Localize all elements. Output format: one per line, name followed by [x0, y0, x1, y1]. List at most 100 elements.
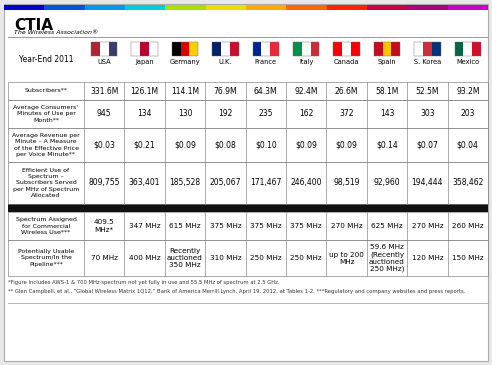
Bar [91, 42, 100, 56]
Text: The Wireless Association®: The Wireless Association® [14, 30, 98, 35]
Bar [212, 42, 221, 56]
Text: CTIA: CTIA [14, 18, 53, 33]
Bar [131, 42, 140, 56]
Bar [8, 162, 488, 204]
Text: U.K.: U.K. [219, 59, 232, 65]
Text: $0.03: $0.03 [93, 141, 115, 150]
Text: 260 MHz: 260 MHz [452, 223, 484, 229]
Bar [149, 42, 158, 56]
Text: $0.08: $0.08 [215, 141, 236, 150]
Bar [383, 42, 391, 56]
Bar [85, 5, 125, 10]
Bar [414, 42, 423, 56]
Text: 363,401: 363,401 [129, 178, 160, 188]
Bar [8, 240, 488, 276]
Text: Canada: Canada [334, 59, 359, 65]
Text: 235: 235 [259, 110, 273, 119]
Text: Mexico: Mexico [456, 59, 479, 65]
Text: 625 MHz: 625 MHz [371, 223, 403, 229]
Text: ** Glen Campbell, et al., “Global Wireless Matrix 1Q12,” Bank of America Merrill: ** Glen Campbell, et al., “Global Wirele… [8, 289, 465, 294]
Text: 203: 203 [461, 110, 475, 119]
Text: Recently
auctioned
350 MHz: Recently auctioned 350 MHz [167, 248, 203, 268]
Bar [432, 42, 440, 56]
Bar [423, 42, 432, 56]
Bar [212, 42, 239, 56]
Bar [100, 42, 109, 56]
Text: 310 MHz: 310 MHz [210, 255, 241, 261]
Text: 64.3M: 64.3M [254, 87, 277, 96]
Text: 92,960: 92,960 [374, 178, 400, 188]
Text: $0.21: $0.21 [134, 141, 155, 150]
Text: 70 MHz: 70 MHz [91, 255, 118, 261]
Text: Italy: Italy [299, 59, 313, 65]
Bar [91, 42, 117, 56]
Bar [8, 204, 488, 212]
Text: France: France [255, 59, 277, 65]
Text: 120 MHz: 120 MHz [412, 255, 443, 261]
Bar [261, 42, 270, 56]
Bar [8, 162, 488, 204]
Text: 171,467: 171,467 [250, 178, 281, 188]
Text: 26.6M: 26.6M [335, 87, 358, 96]
Text: 347 MHz: 347 MHz [129, 223, 160, 229]
Text: 372: 372 [339, 110, 354, 119]
Text: 409.5
MHz*: 409.5 MHz* [94, 219, 115, 233]
Text: Average Consumers'
Minutes of Use per
Month**: Average Consumers' Minutes of Use per Mo… [13, 105, 79, 123]
Bar [8, 128, 488, 162]
Bar [253, 42, 279, 56]
Text: 270 MHz: 270 MHz [412, 223, 443, 229]
Text: 270 MHz: 270 MHz [331, 223, 363, 229]
Bar [189, 42, 198, 56]
Text: 93.2M: 93.2M [456, 87, 480, 96]
Bar [8, 240, 488, 276]
Text: S. Korea: S. Korea [414, 59, 441, 65]
Bar [8, 212, 488, 240]
Text: $0.09: $0.09 [336, 141, 358, 150]
Bar [374, 42, 400, 56]
Text: 375 MHz: 375 MHz [210, 223, 241, 229]
Text: 134: 134 [137, 110, 152, 119]
Bar [8, 128, 488, 162]
Text: 375 MHz: 375 MHz [290, 223, 322, 229]
Text: 126.1M: 126.1M [130, 87, 158, 96]
Bar [286, 5, 327, 10]
Bar [351, 42, 360, 56]
Bar [165, 5, 206, 10]
Text: 92.4M: 92.4M [294, 87, 318, 96]
Text: Year-End 2011: Year-End 2011 [19, 54, 73, 64]
Text: 52.5M: 52.5M [416, 87, 439, 96]
Bar [293, 42, 319, 56]
Bar [463, 42, 472, 56]
Bar [253, 42, 261, 56]
Text: 98,519: 98,519 [334, 178, 360, 188]
Text: up to 200
MHz: up to 200 MHz [329, 251, 364, 265]
Text: 130: 130 [178, 110, 192, 119]
Bar [327, 5, 367, 10]
Bar [172, 42, 181, 56]
Bar [221, 42, 230, 56]
Text: $0.09: $0.09 [295, 141, 317, 150]
Bar [374, 42, 383, 56]
Text: 150 MHz: 150 MHz [452, 255, 484, 261]
Text: 162: 162 [299, 110, 313, 119]
Text: 114.1M: 114.1M [171, 87, 199, 96]
Text: *Figure includes AWS-1 & 700 MHz spectrum not yet fully in use and 55.5 MHz of s: *Figure includes AWS-1 & 700 MHz spectru… [8, 280, 279, 285]
Text: Efficient Use of
Spectrum –
Subscribers Served
per MHz of Spectrum
Allocated: Efficient Use of Spectrum – Subscribers … [13, 168, 79, 198]
Text: 192: 192 [218, 110, 233, 119]
Bar [302, 42, 310, 56]
Text: 809,755: 809,755 [89, 178, 120, 188]
Bar [367, 5, 407, 10]
Bar [246, 5, 286, 10]
Text: Germany: Germany [170, 59, 200, 65]
Bar [8, 82, 488, 100]
Text: 615 MHz: 615 MHz [169, 223, 201, 229]
Text: 250 MHz: 250 MHz [290, 255, 322, 261]
Text: 143: 143 [380, 110, 394, 119]
Text: Spectrum Assigned
for Commercial
Wireless Use***: Spectrum Assigned for Commercial Wireles… [16, 217, 76, 235]
Text: 945: 945 [97, 110, 112, 119]
Text: Subscribers**: Subscribers** [25, 88, 67, 93]
Bar [172, 42, 198, 56]
Bar [8, 82, 488, 100]
Bar [109, 42, 117, 56]
Bar [407, 5, 448, 10]
